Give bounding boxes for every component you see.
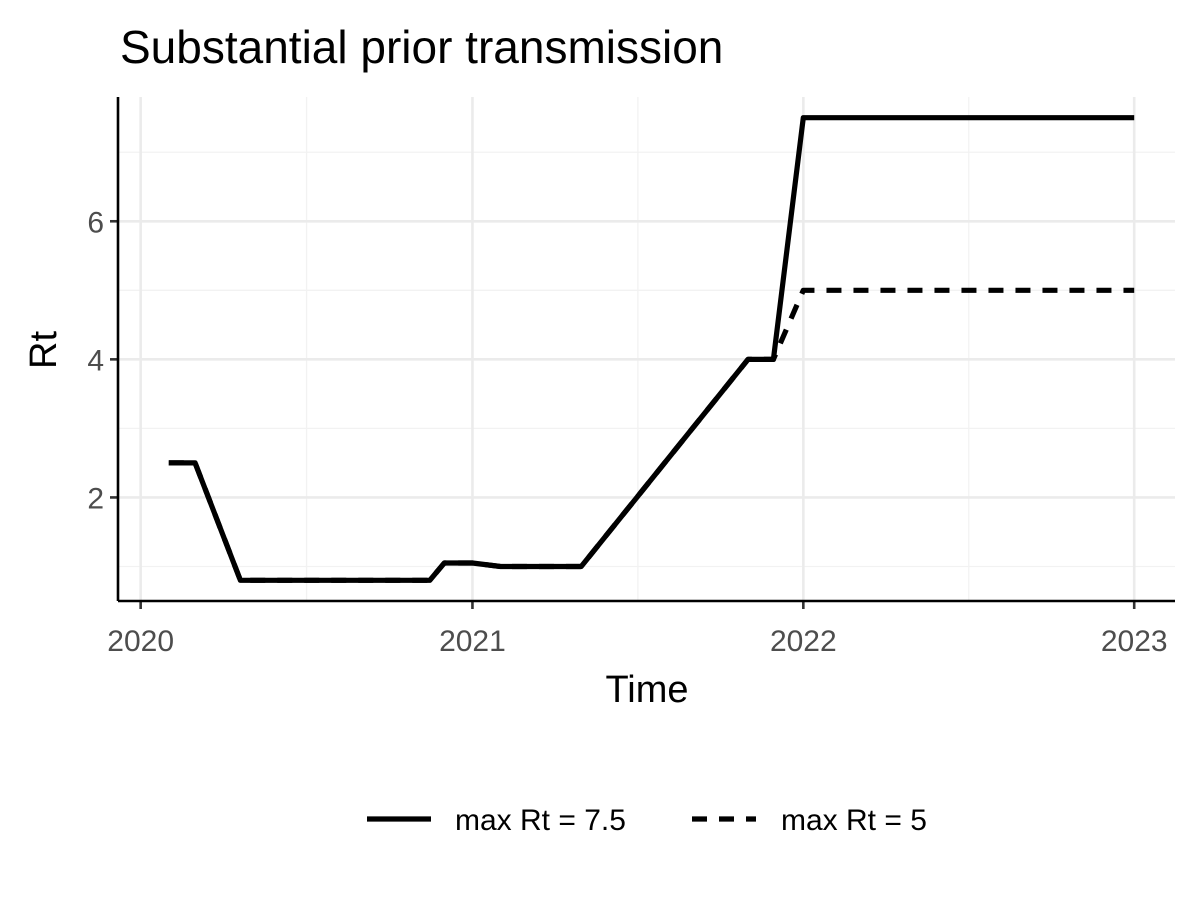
x-tick-label-1: 2021 [439, 625, 506, 658]
series-line-max-rt-5 [168, 287, 1135, 583]
y-tick-label-1: 4 [87, 344, 104, 377]
x-tick-label-3: 2023 [1101, 625, 1168, 658]
series-lines [168, 115, 1135, 583]
axes: 2 4 6 2020 2021 2022 2023 [87, 97, 1175, 658]
y-tick-label-2: 6 [87, 206, 104, 239]
grid [118, 97, 1175, 601]
chart-title: Substantial prior transmission [120, 21, 723, 73]
legend: max Rt = 7.5 max Rt = 5 [367, 804, 927, 837]
legend-label-0: max Rt = 7.5 [455, 804, 626, 837]
x-tick-label-0: 2020 [107, 625, 174, 658]
x-axis-title: Time [605, 669, 688, 711]
y-tick-label-0: 2 [87, 482, 104, 515]
series-line-max-rt-7-5 [168, 115, 1135, 583]
y-axis-title: Rt [23, 331, 65, 369]
x-tick-label-2: 2022 [770, 625, 837, 658]
legend-label-1: max Rt = 5 [781, 804, 927, 837]
